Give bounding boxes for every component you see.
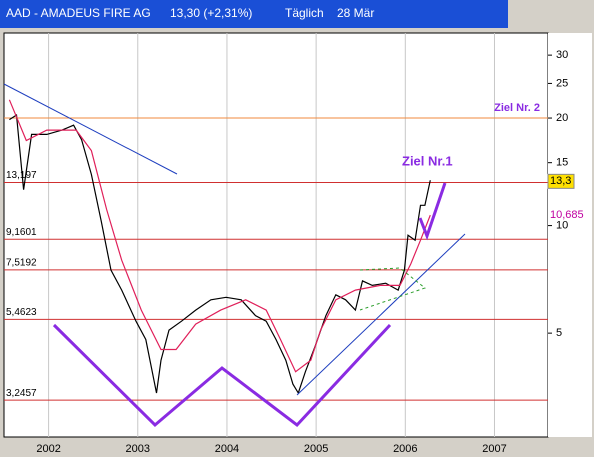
x-tick-label: 2007 (482, 443, 506, 455)
price-tag-box (547, 173, 575, 189)
level-label: 3,2457 (6, 388, 37, 399)
y-tick-label: 10 (556, 219, 568, 231)
y-tick-label: 30 (556, 49, 568, 61)
price-tag: 13,3 (550, 175, 571, 187)
level-label: 7,5192 (6, 257, 37, 268)
price-line (9, 113, 431, 395)
pattern-line (359, 267, 427, 311)
y-tick-label: 15 (556, 157, 568, 169)
trend-line (296, 233, 466, 396)
target-2-label: Ziel Nr. 2 (494, 102, 540, 114)
level-label: 13,197 (6, 170, 37, 181)
x-tick-label: 2005 (304, 443, 328, 455)
pattern-line (418, 182, 447, 241)
plot-area (3, 32, 549, 438)
layer: 13,197 9,1601 7,5192 5,4623 3,2457 Ziel Nr. 2 (4, 33, 548, 437)
level-label: 5,4623 (6, 307, 37, 318)
price-tag: 10,685 (550, 209, 584, 221)
symbol: AAD - AMADEUS FIRE AG (6, 6, 151, 20)
level-label: 9,1601 (6, 227, 37, 238)
date: 28 Mär (337, 6, 374, 20)
header-bar (0, 0, 508, 28)
x-tick-label: 2006 (393, 443, 417, 455)
x-tick-label: 2004 (215, 443, 239, 455)
y-tick-label: 25 (556, 77, 568, 89)
quote: 13,30 (+2,31%) (170, 6, 252, 20)
price-line (8, 99, 431, 373)
y-axis-area (548, 33, 592, 437)
y-tick-label: 20 (556, 112, 568, 124)
pattern-line (52, 323, 392, 428)
target-1-label: Ziel Nr.1 (402, 153, 453, 168)
x-tick-label: 2002 (36, 443, 60, 455)
x-tick-label: 2003 (126, 443, 150, 455)
period: Täglich (285, 6, 324, 20)
y-tick-label: 5 (556, 327, 562, 339)
trend-line (3, 83, 178, 175)
